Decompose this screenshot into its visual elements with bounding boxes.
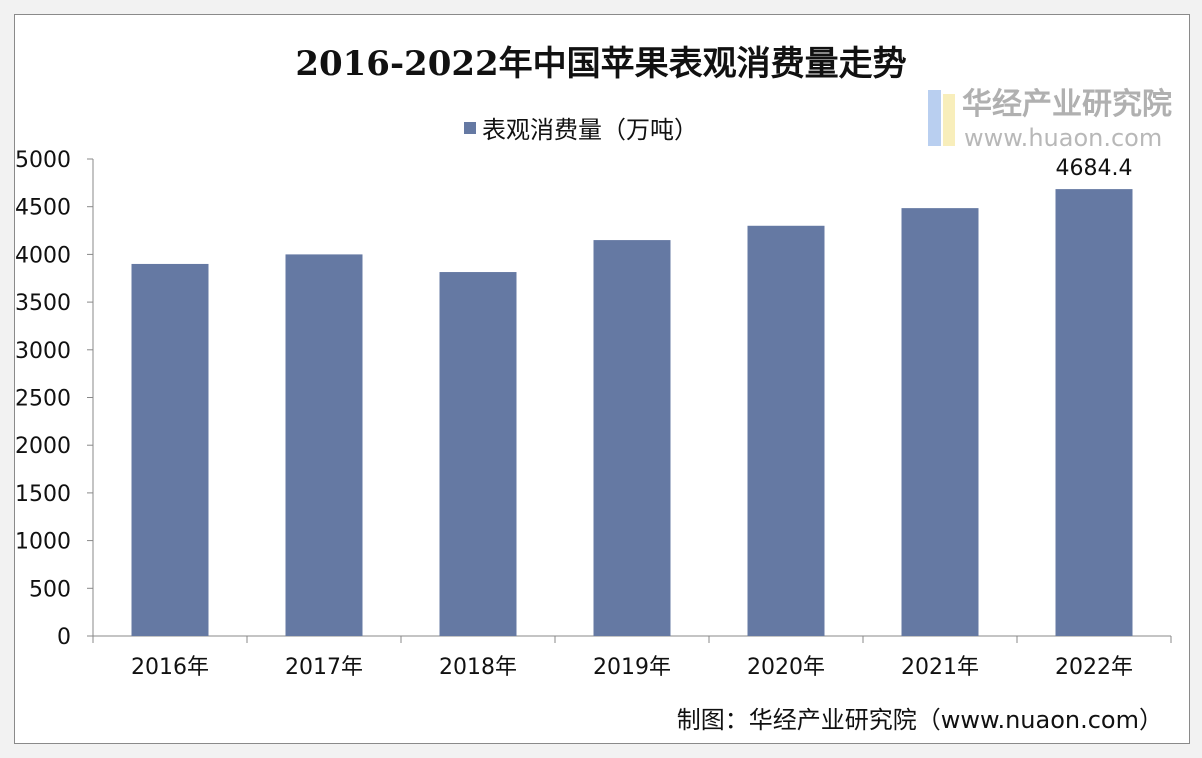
bar-2018年 xyxy=(439,272,517,636)
source-note: 制图：华经产业研究院（www.nuaon.com） xyxy=(677,706,1163,734)
y-tick-label: 3500 xyxy=(15,291,71,316)
y-tick-label: 500 xyxy=(29,577,71,602)
y-tick-label: 1000 xyxy=(15,530,71,555)
y-tick-label: 2500 xyxy=(15,387,71,412)
x-tick-label: 2020年 xyxy=(747,655,825,680)
y-tick-label: 2000 xyxy=(15,434,71,459)
x-tick-label: 2018年 xyxy=(439,655,517,680)
bar-2016年 xyxy=(131,263,209,636)
watermark: 华经产业研究院 www.huaon.com xyxy=(928,87,1172,152)
chart-title: 2016-2022年中国苹果表观消费量走势 xyxy=(295,44,906,84)
y-tick-label: 1500 xyxy=(15,482,71,507)
y-tick-label: 4000 xyxy=(15,243,71,268)
bar-2021年 xyxy=(901,208,979,637)
bar-2022年 xyxy=(1055,189,1133,636)
y-tick-label: 0 xyxy=(57,625,71,650)
x-tick-label: 2021年 xyxy=(901,655,979,680)
watermark-logo-yellow xyxy=(943,94,955,146)
legend: 表观消费量（万吨） xyxy=(464,116,698,144)
y-tick-label: 4500 xyxy=(15,196,71,221)
x-tick-label: 2022年 xyxy=(1055,655,1133,680)
legend-label: 表观消费量（万吨） xyxy=(482,116,698,144)
bar-2020年 xyxy=(747,225,825,636)
y-tick-label: 3000 xyxy=(15,339,71,364)
y-tick-label: 5000 xyxy=(15,148,71,173)
x-tick-label: 2016年 xyxy=(131,655,209,680)
watermark-url: www.huaon.com xyxy=(964,124,1162,152)
legend-swatch xyxy=(464,122,476,134)
watermark-text: 华经产业研究院 xyxy=(962,87,1172,122)
bar-2017年 xyxy=(285,254,363,636)
bar-2019年 xyxy=(593,240,671,636)
x-tick-label: 2019年 xyxy=(593,655,671,680)
watermark-logo-blue xyxy=(928,90,941,146)
data-label: 4684.4 xyxy=(1056,156,1133,181)
x-tick-label: 2017年 xyxy=(285,655,363,680)
